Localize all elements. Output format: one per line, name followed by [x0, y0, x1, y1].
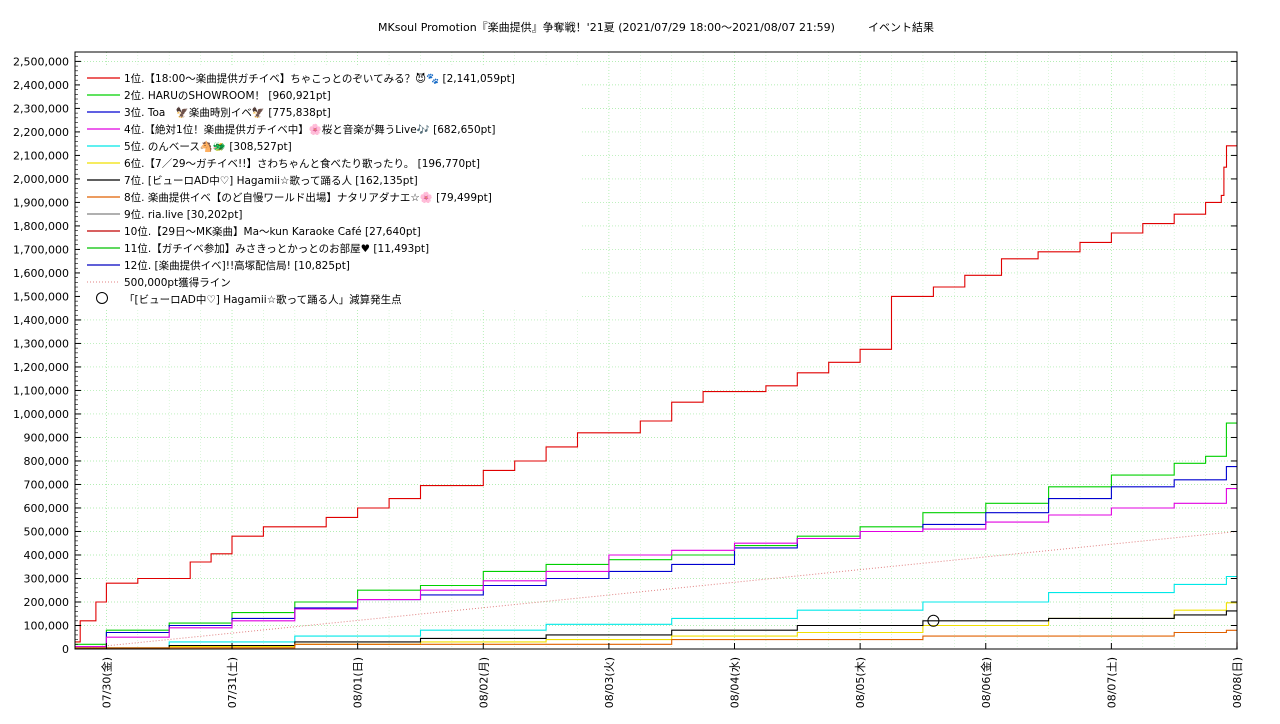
x-tick-label: 08/04(水) [729, 657, 742, 708]
reference-line [74, 530, 1238, 650]
legend-entry-reference: 500,000pt獲得ライン [124, 276, 231, 289]
legend-entry: 7位. [ビューロAD中♡] Hagamii☆歌って踊る人 [162,135pt… [124, 174, 418, 187]
legend-background [80, 65, 580, 310]
y-axis: 0 100,000 200,000 300,000 400,000 500,000 600,… [13, 55, 1237, 656]
y-tick-label: 900,000 [24, 431, 70, 444]
y-tick-label: 2,000,000 [13, 173, 69, 186]
x-tick-label: 08/06(金) [979, 657, 993, 708]
legend-entry: 3位. Toa 🦅楽曲時別イベ🦅 [775,838pt] [124, 106, 331, 119]
x-tick-label: 08/01(日) [352, 657, 365, 708]
y-tick-label: 1,500,000 [13, 290, 69, 303]
x-tick-label: 08/08(日) [1231, 657, 1244, 708]
y-tick-label: 2,200,000 [13, 126, 69, 139]
y-tick-label: 1,800,000 [13, 220, 69, 233]
y-tick-label: 2,100,000 [13, 149, 69, 162]
y-tick-label: 500,000 [24, 525, 70, 538]
y-tick-label: 2,400,000 [13, 79, 69, 92]
legend-entry: 9位. ria.live [30,202pt] [124, 208, 242, 221]
y-tick-label: 0 [62, 643, 69, 656]
legend-entry: 10位.【29日〜MK楽曲】Ma〜kun Karaoke Café [27,64… [124, 225, 421, 238]
y-tick-label: 300,000 [24, 572, 70, 585]
y-tick-label: 1,400,000 [13, 314, 69, 327]
legend-entry: 11位.【ガチイベ参加】みさきっとかっとのお部屋♥ [11,493pt] [124, 242, 429, 255]
series-line-5 [75, 575, 1237, 649]
y-tick-label: 600,000 [24, 502, 70, 515]
series-line-2 [75, 422, 1237, 645]
legend-entry-marker: 「[ビューロAD中♡] Hagamii☆歌って踊る人」減算発生点 [124, 293, 402, 306]
y-tick-label: 100,000 [24, 619, 70, 632]
series-line-1 [75, 145, 1237, 643]
legend: 1位.【18:00〜楽曲提供ガチイベ】ちゃこっとのぞいてみる？😈🐾 [2,141… [80, 65, 580, 310]
series-line-4 [75, 488, 1237, 648]
x-axis: 07/30(金) 07/31(土) 08/01(日) 08/02(月) 08/03(火)… [99, 643, 1244, 708]
x-tick-label: 07/30(金) [99, 657, 113, 708]
x-tick-label: 08/02(月) [477, 657, 490, 708]
y-tick-label: 1,200,000 [13, 361, 69, 374]
y-tick-label: 700,000 [24, 478, 70, 491]
legend-entry: 6位.【7／29〜ガチイベ!!】さわちゃんと食べたり歌ったり。 [196,770… [124, 157, 480, 170]
legend-entry: 1位.【18:00〜楽曲提供ガチイベ】ちゃこっとのぞいてみる？😈🐾 [2,141… [124, 72, 515, 85]
legend-entry: 5位. のんベース🐴🐲 [308,527pt] [124, 140, 292, 153]
y-tick-label: 2,300,000 [13, 102, 69, 115]
x-tick-label: 08/05(木) [854, 657, 867, 708]
y-tick-label: 1,900,000 [13, 196, 69, 209]
legend-entry: 4位.【絶対1位！楽曲提供ガチイベ中】🌸桜と音楽が舞うLive🎶 [682,65… [124, 123, 496, 136]
y-tick-label: 1,100,000 [13, 384, 69, 397]
y-tick-label: 400,000 [24, 549, 70, 562]
legend-marker-symbol [96, 292, 108, 304]
chart-title: MKsoul Promotion『楽曲提供』争奪戦！'21夏 (2021/07/… [378, 20, 934, 34]
y-tick-label: 200,000 [24, 596, 70, 609]
x-tick-label: 07/31(土) [226, 657, 239, 708]
y-tick-label: 2,500,000 [13, 55, 69, 68]
x-tick-label: 08/03(火) [603, 657, 616, 708]
deduction-marker [927, 614, 940, 627]
y-tick-label: 1,000,000 [13, 408, 69, 421]
series-line-7 [75, 610, 1237, 649]
reference-line-layer [74, 530, 1238, 650]
series-line-3 [75, 466, 1237, 648]
series-line-8 [75, 629, 1237, 649]
y-tick-label: 1,700,000 [13, 243, 69, 256]
legend-entry: 2位. HARUのSHOWROOM！ [960,921pt] [124, 89, 331, 102]
plot-frame [74, 51, 1238, 650]
marker-layer [927, 614, 940, 627]
legend-entry: 8位. 楽曲提供イベ【のど自慢ワールド出場】ナタリアダナエ☆🌸 [79,499p… [124, 191, 492, 204]
y-tick-label: 1,300,000 [13, 337, 69, 350]
legend-entry: 12位. [楽曲提供イベ]!!高塚配信局! [10,825pt] [124, 259, 350, 272]
y-tick-label: 1,600,000 [13, 267, 69, 280]
x-tick-label: 08/07(土) [1105, 657, 1118, 708]
y-tick-label: 800,000 [24, 455, 70, 468]
